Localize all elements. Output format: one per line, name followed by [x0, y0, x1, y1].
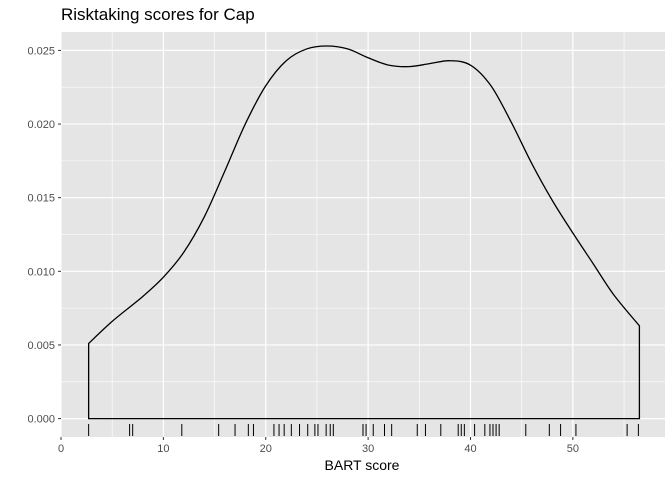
x-tick-label: 20 [260, 443, 272, 455]
chart-title: Risktaking scores for Cap [61, 5, 255, 24]
x-axis: 0 10 20 30 40 50 [58, 437, 579, 455]
rug-layer [88, 424, 639, 436]
x-tick-label: 50 [567, 443, 579, 455]
density-layer [87, 45, 641, 420]
y-tick-label: 0.010 [27, 266, 55, 278]
y-tick-label: 0.025 [27, 45, 55, 57]
y-tick-label: 0.020 [27, 119, 55, 131]
x-tick-label: 30 [362, 443, 374, 455]
density-curve [87, 45, 641, 420]
y-tick-label: 0.005 [27, 340, 55, 352]
y-tick-label: 0.015 [27, 193, 55, 205]
y-tick-label: 0.000 [27, 414, 55, 426]
minor-grid [61, 32, 665, 437]
x-tick-label: 10 [157, 443, 169, 455]
x-axis-title: BART score [325, 457, 400, 473]
x-tick-label: 40 [464, 443, 476, 455]
x-tick-label: 0 [58, 443, 64, 455]
y-axis: 0.000 0.005 0.010 0.015 0.020 0.025 [27, 45, 61, 426]
